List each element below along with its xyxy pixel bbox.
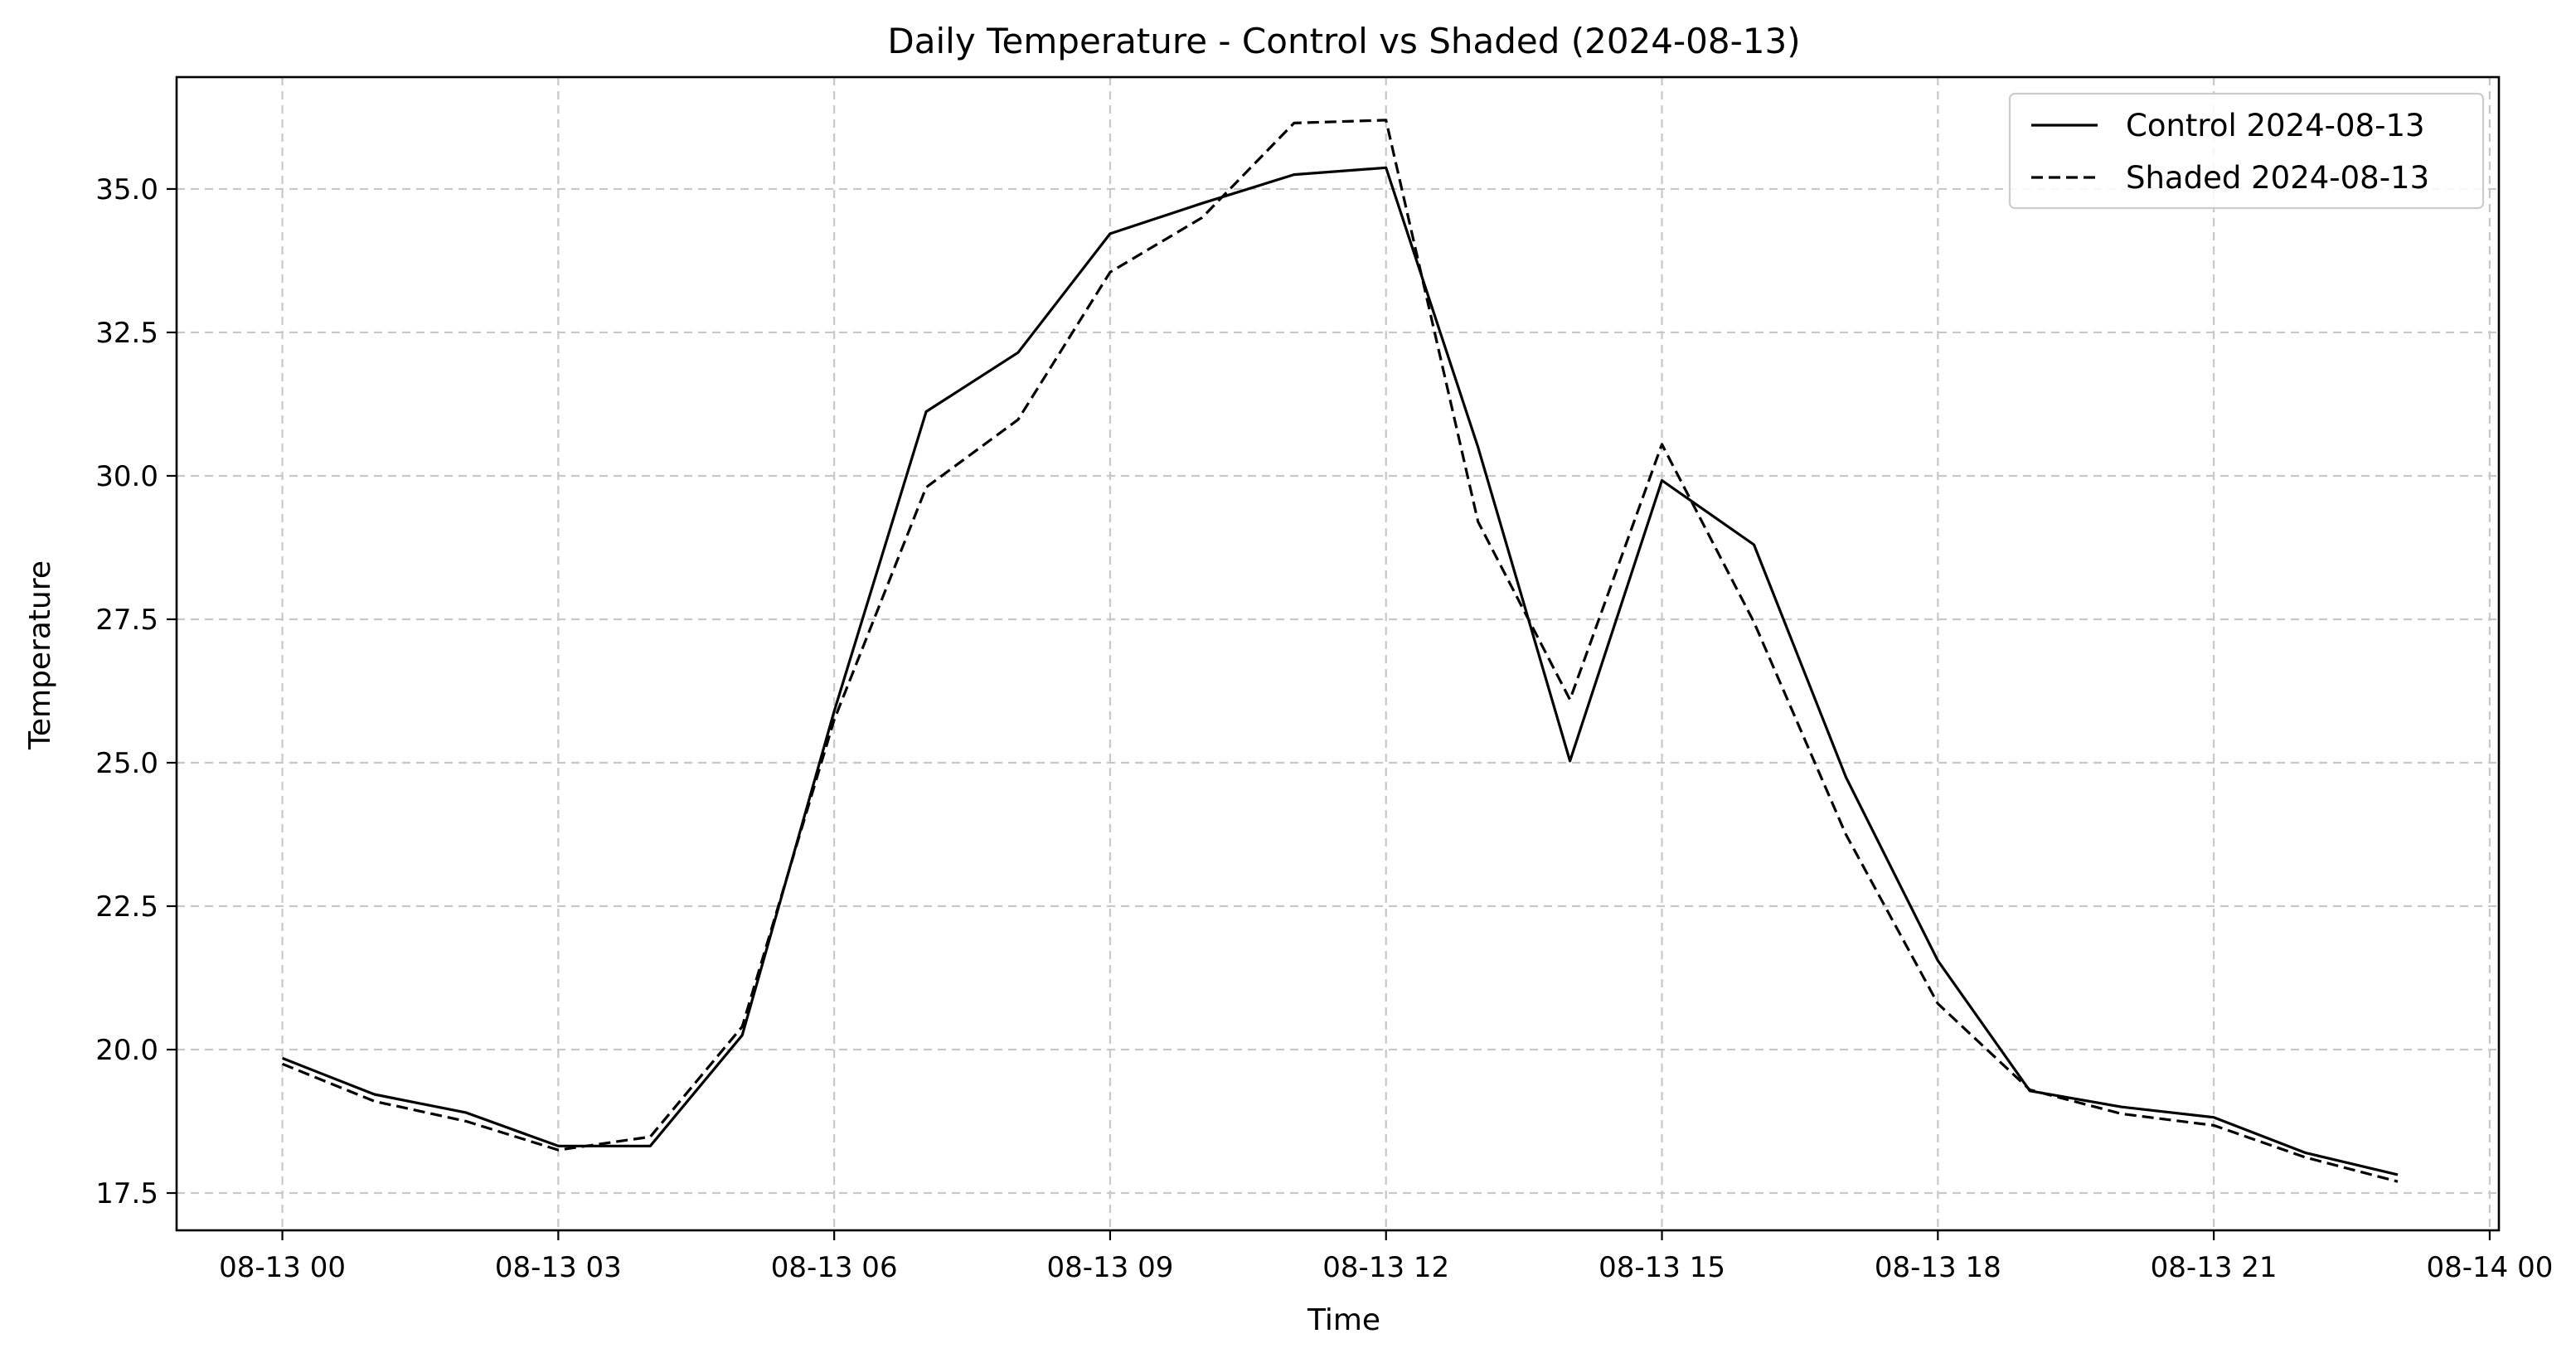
series-line-control [282, 166, 2399, 1176]
x-tick-label: 08-13 00 [219, 1251, 346, 1284]
x-tick-label: 08-13 09 [1047, 1251, 1174, 1284]
plot-area-frame [175, 75, 2501, 1232]
y-tick-label: 30.0 [95, 460, 158, 493]
y-tick-label: 25.0 [95, 747, 158, 780]
y-tick-label: 22.5 [95, 890, 158, 924]
x-tick-label: 08-13 06 [771, 1251, 898, 1284]
grid-lines [177, 77, 2499, 1230]
legend: Control 2024-08-13 Shaded 2024-08-13 [2008, 92, 2485, 210]
y-tick-label: 20.0 [95, 1034, 158, 1067]
y-tick-label: 32.5 [95, 317, 158, 350]
series-line-shaded [281, 119, 2399, 1183]
x-tick-label: 08-13 03 [495, 1251, 622, 1284]
series-lines [281, 119, 2399, 1183]
legend-box [2008, 92, 2485, 210]
x-tick-label: 08-13 15 [1598, 1251, 1725, 1284]
axis-ticks: 08-13 00 08-13 03 08-13 06 08-13 09 08-13 12… [95, 173, 2553, 1284]
y-tick-label: 35.0 [95, 173, 158, 206]
legend-label-shaded: Shaded 2024-08-13 [2126, 160, 2429, 196]
y-axis-label: Temperature [23, 560, 57, 750]
x-tick-label: 08-13 18 [1875, 1251, 2001, 1284]
chart-title: Daily Temperature - Control vs Shaded (2… [887, 21, 1800, 61]
legend-label-control: Control 2024-08-13 [2126, 108, 2425, 143]
x-tick-label: 08-13 12 [1322, 1251, 1449, 1284]
x-tick-label: 08-13 21 [2151, 1251, 2278, 1284]
y-tick-label: 27.5 [95, 604, 158, 637]
x-tick-label: 08-14 00 [2426, 1251, 2553, 1284]
y-tick-label: 17.5 [95, 1177, 158, 1210]
x-axis-label: Time [1307, 1303, 1380, 1337]
